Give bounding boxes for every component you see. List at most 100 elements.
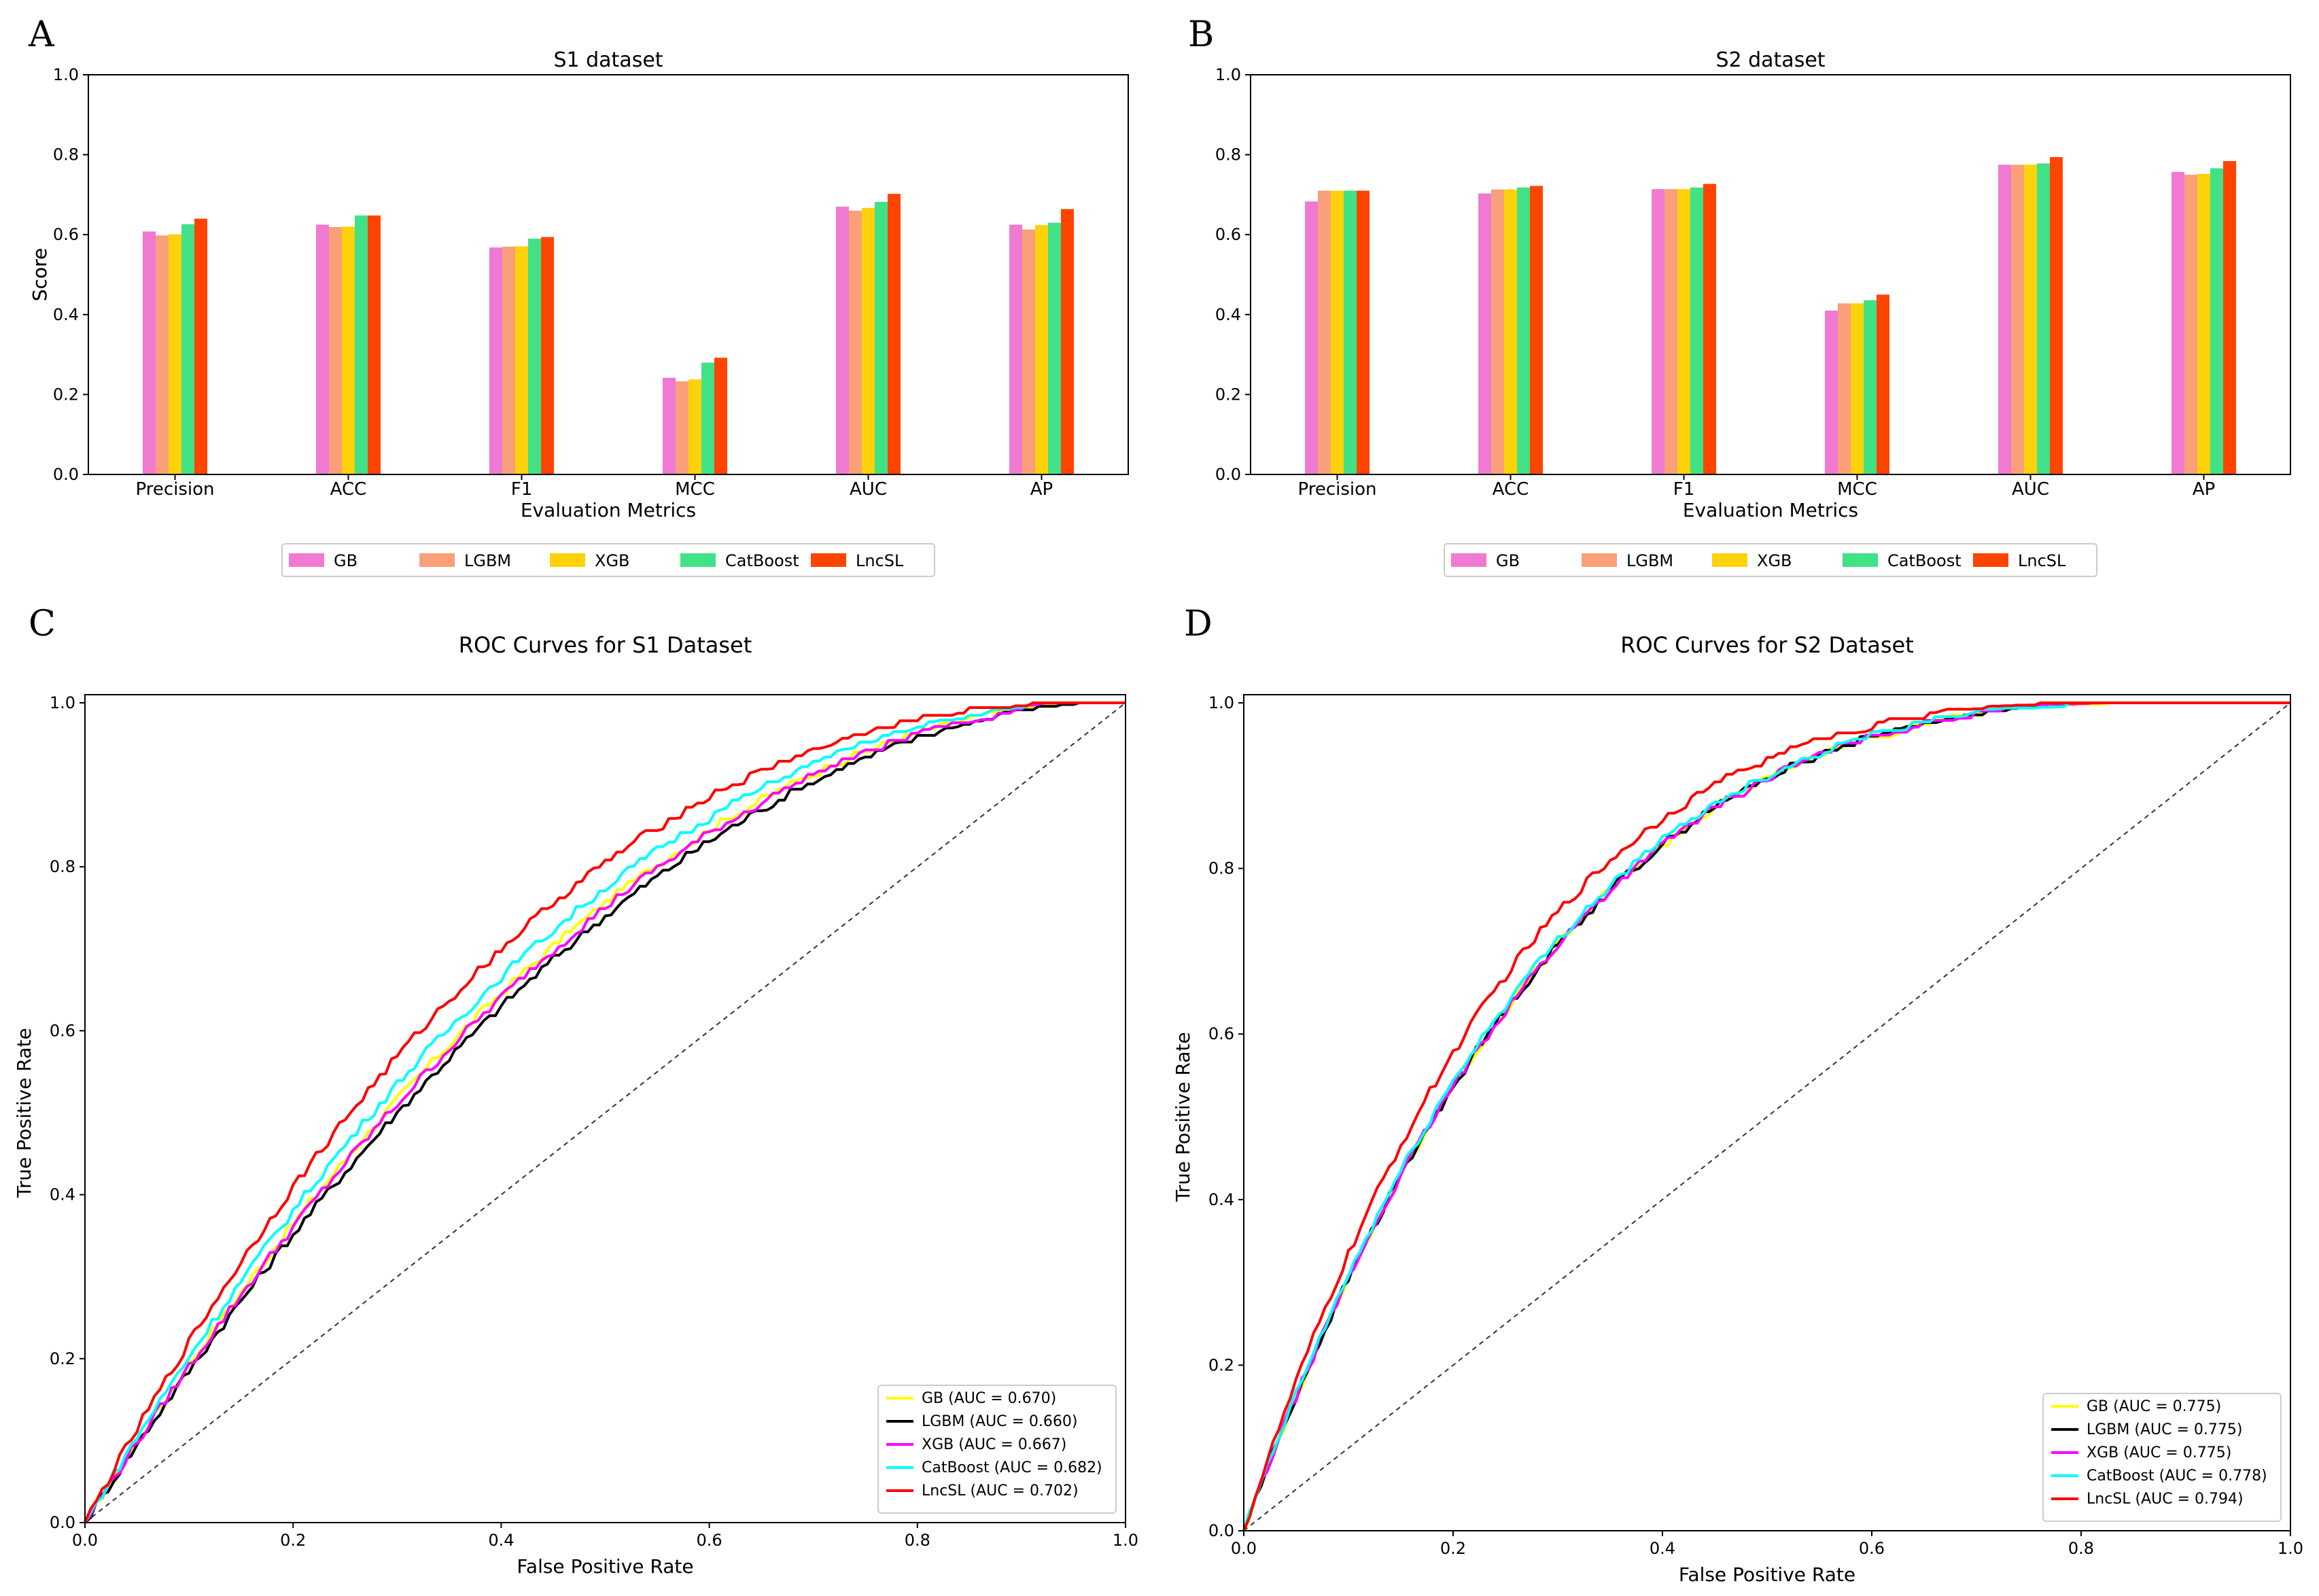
- x-tick-label: 0.6: [697, 1531, 722, 1550]
- chart-title: ROC Curves for S2 Dataset: [1620, 632, 1914, 658]
- bar-xgb-f1: [1677, 189, 1690, 474]
- x-category-label: AUC: [850, 479, 887, 500]
- y-tick-label: 0.8: [1208, 859, 1234, 878]
- legend-swatch-lgbm: [1582, 553, 1617, 567]
- bar-xgb-mcc: [688, 379, 701, 474]
- panel-letter: A: [28, 14, 55, 55]
- legend-label-lncsl: LncSL: [2018, 551, 2066, 570]
- legend-swatch-xgb: [550, 553, 585, 567]
- roc-chart-d: D ROC Curves for S2 Dataset 0.00.0 0.2 0.2 0.…: [1172, 604, 2303, 1586]
- legend: GB LGBM XGB CatBoost LncSL: [1444, 543, 2097, 577]
- x-category-label: ACC: [1493, 479, 1529, 500]
- chart-title: S2 dataset: [1715, 48, 1825, 72]
- legend-label-xgb: XGB: [595, 551, 630, 570]
- x-tick-label: 0.0: [1231, 1539, 1257, 1558]
- bar-lgbm-auc: [849, 210, 862, 474]
- x-tick-label: 0.8: [2068, 1539, 2094, 1558]
- bar-catboost-ap: [1048, 222, 1061, 474]
- axes-frame: [1250, 74, 2291, 475]
- bar-gb-precision: [1305, 201, 1318, 474]
- chart-title: ROC Curves for S1 Dataset: [459, 632, 752, 658]
- roc-curve-lncsl: [84, 701, 1126, 1523]
- bar-lgbm-precision: [1318, 190, 1331, 474]
- axes-frame: [84, 694, 1126, 1523]
- bar-lncsl-precision: [194, 218, 207, 474]
- y-tick-label: 0.0: [53, 465, 79, 484]
- x-category-label: Precision: [135, 479, 214, 500]
- bar-xgb-auc: [2024, 164, 2037, 475]
- y-tick-label: 0.2: [53, 385, 79, 404]
- bar-catboost-mcc: [1864, 300, 1877, 474]
- y-tick-label: 0.6: [50, 1021, 75, 1040]
- bar-catboost-precision: [181, 224, 194, 474]
- legend: GB (AUC = 0.775) LGBM (AUC = 0.775) XGB (A…: [2042, 1393, 2282, 1522]
- y-tick-label: 0.8: [1215, 145, 1241, 164]
- bar-xgb-mcc: [1851, 303, 1864, 474]
- bar-catboost-auc: [875, 202, 888, 474]
- panel-letter: C: [29, 604, 56, 644]
- y-axis-label: Score: [29, 248, 51, 301]
- legend-swatch-catboost: [1843, 553, 1878, 567]
- legend-swatch-catboost: [680, 553, 716, 567]
- bar-lgbm-mcc: [1838, 303, 1851, 474]
- y-tick-label: 1.0: [50, 693, 75, 712]
- bar-xgb-ap: [2197, 173, 2210, 475]
- legend-swatch-xgb: [1712, 553, 1747, 567]
- bar-lncsl-ap: [1061, 209, 1074, 474]
- bar-lgbm-f1: [1664, 189, 1677, 474]
- chance-diagonal: [1243, 702, 2291, 1531]
- bar-gb-mcc: [1825, 310, 1838, 474]
- bar-lncsl-auc: [888, 194, 901, 474]
- bar-catboost-acc: [355, 215, 368, 474]
- y-tick-label: 0.2: [1208, 1355, 1234, 1374]
- bar-catboost-precision: [1344, 190, 1357, 474]
- bar-gb-auc: [836, 207, 849, 474]
- y-tick-label: 0.4: [50, 1185, 75, 1204]
- y-tick-label: 1.0: [53, 65, 79, 84]
- bar-lncsl-f1: [541, 237, 554, 474]
- bar-xgb-acc: [342, 226, 355, 474]
- x-axis-label: False Positive Rate: [1679, 1563, 1855, 1586]
- bar-xgb-auc: [862, 207, 875, 474]
- bar-gb-ap: [1009, 224, 1022, 474]
- legend-swatch-lncsl: [811, 553, 846, 567]
- legend-label-gb: GB: [1496, 551, 1520, 570]
- bar-xgb-precision: [1331, 190, 1344, 474]
- bar-gb-auc: [1998, 164, 2011, 475]
- bar-lncsl-mcc: [1877, 294, 1889, 474]
- bar-gb-acc: [316, 224, 329, 474]
- x-tick-label: 1.0: [1113, 1531, 1138, 1550]
- y-tick-label: 1.0: [1215, 65, 1241, 84]
- bar-lncsl-ap: [2223, 161, 2236, 474]
- y-tick-label: 0.4: [1208, 1190, 1234, 1209]
- legend-label-lgbm: LGBM: [464, 551, 511, 570]
- bar-xgb-ap: [1035, 225, 1048, 474]
- bar-lgbm-acc: [1491, 189, 1504, 474]
- bar-lncsl-precision: [1357, 190, 1370, 474]
- y-axis-label: Score: [29, 248, 51, 301]
- x-category-label: F1: [1673, 479, 1695, 500]
- legend-box: [877, 1385, 1117, 1514]
- bar-gb-f1: [489, 247, 502, 474]
- axes-frame: [88, 74, 1129, 475]
- bar-catboost-auc: [2037, 163, 2050, 474]
- roc-curve-catboost: [84, 701, 1126, 1523]
- bar-catboost-f1: [528, 239, 541, 474]
- legend-box: [2042, 1393, 2282, 1522]
- x-tick-label: 0.2: [1440, 1539, 1466, 1558]
- panel-letter: D: [1184, 604, 1213, 644]
- bar-catboost-ap: [2210, 168, 2223, 474]
- x-tick-label: 0.2: [280, 1531, 306, 1550]
- legend-label-lncsl: LncSL: [856, 551, 904, 570]
- x-tick-label: 1.0: [2278, 1539, 2303, 1558]
- bar-catboost-acc: [1517, 187, 1530, 474]
- y-tick-label: 0.0: [50, 1513, 75, 1532]
- bar-catboost-f1: [1690, 187, 1703, 474]
- x-axis-label: Evaluation Metrics: [521, 499, 696, 521]
- legend-label-lgbm: LGBM: [1626, 551, 1673, 570]
- x-category-label: Precision: [1297, 479, 1376, 500]
- x-category-label: AP: [1030, 479, 1053, 500]
- bar-lgbm-acc: [329, 227, 342, 474]
